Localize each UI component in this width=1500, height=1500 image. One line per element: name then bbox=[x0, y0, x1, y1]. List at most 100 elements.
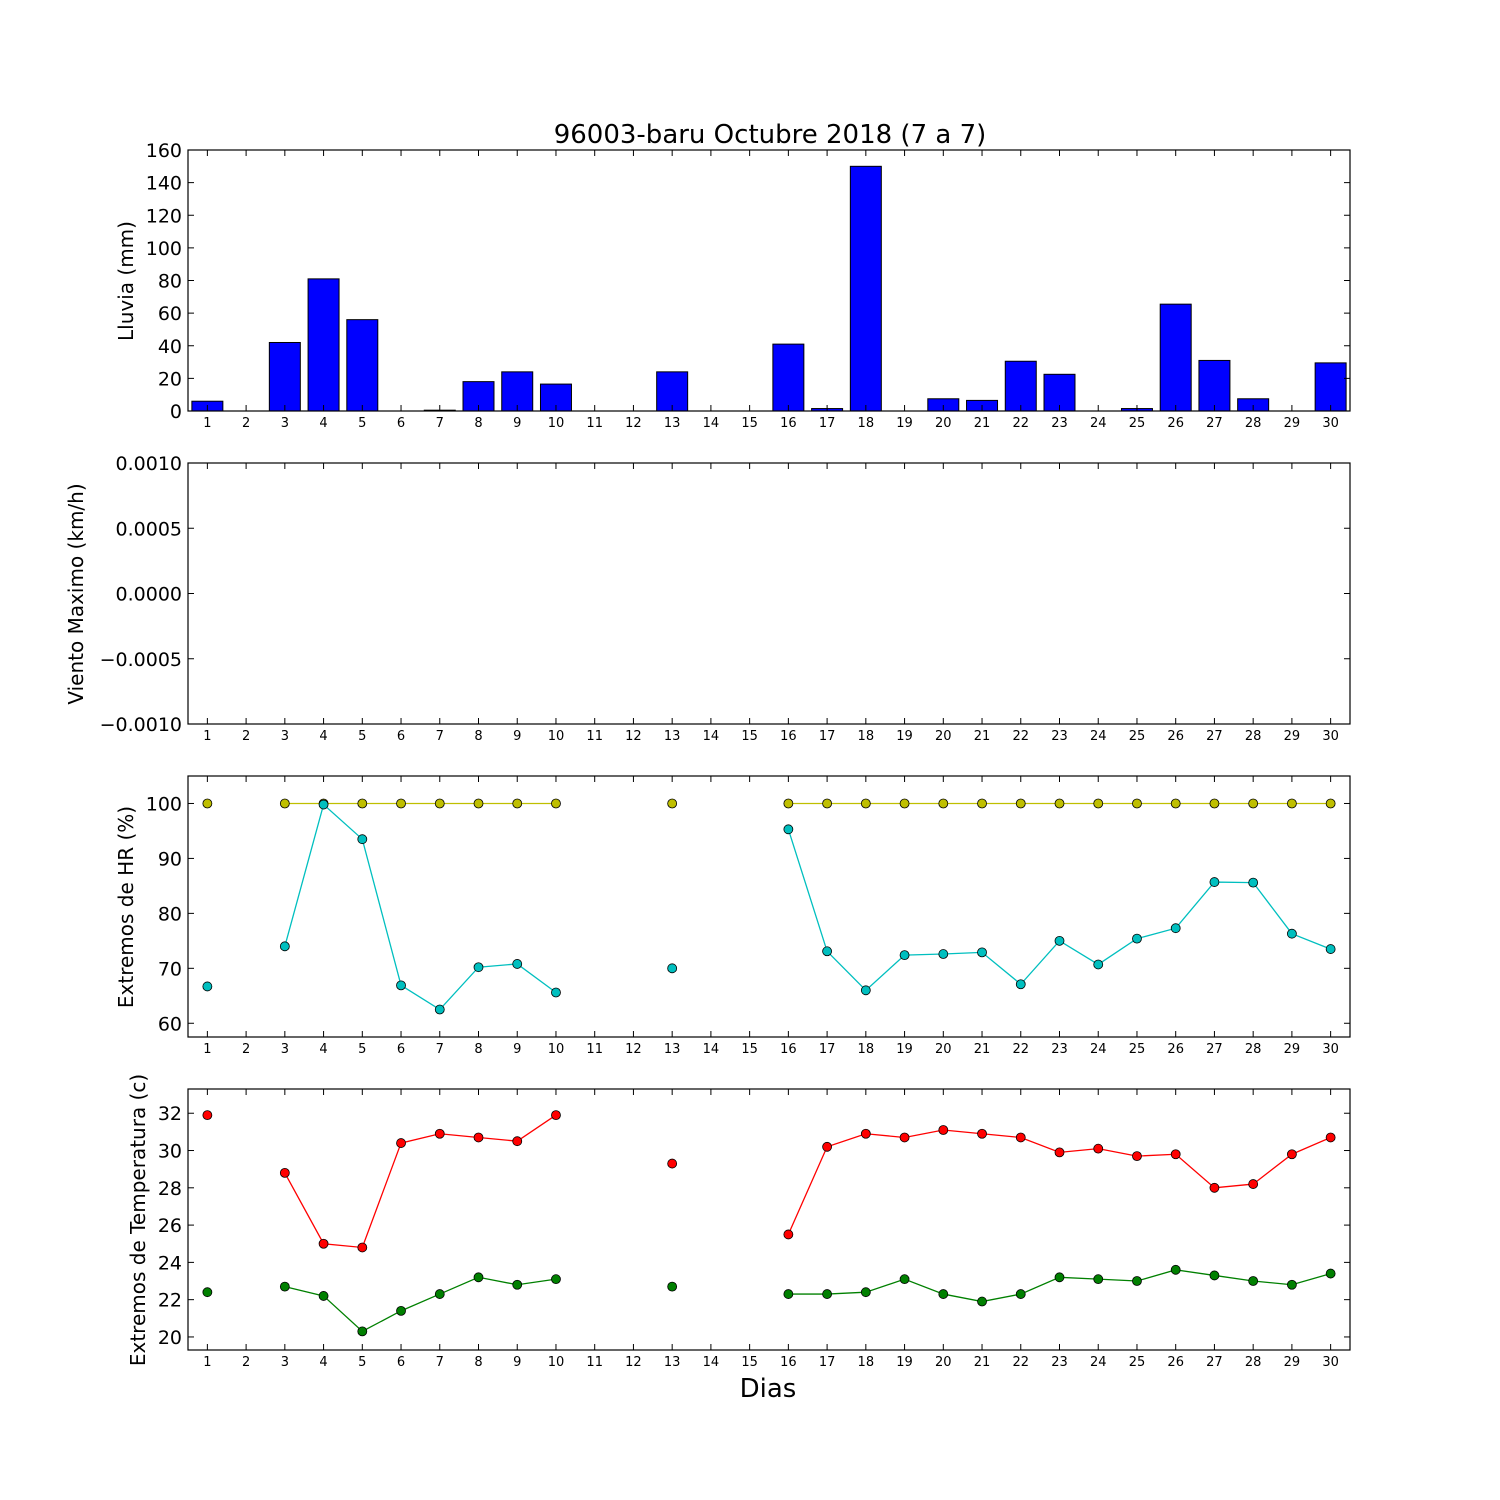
x-tick-label: 11 bbox=[586, 1355, 603, 1370]
rain-bar-day-27 bbox=[1198, 359, 1231, 412]
x-tick-label: 13 bbox=[664, 729, 681, 744]
x-tick-label: 22 bbox=[1012, 1042, 1029, 1057]
x-tick-label: 4 bbox=[319, 1355, 327, 1370]
rain-bar-day-22 bbox=[1004, 360, 1037, 412]
series-1-point-day-6 bbox=[396, 1305, 406, 1316]
series-0-point-day-28 bbox=[1248, 798, 1259, 809]
series-0-point-day-3 bbox=[279, 798, 290, 809]
series-1-point-day-28 bbox=[1248, 877, 1259, 888]
series-0-point-day-27 bbox=[1209, 798, 1220, 809]
series-1-point-day-17 bbox=[822, 1289, 832, 1299]
x-tick-label: 15 bbox=[741, 1355, 758, 1370]
x-tick-label: 15 bbox=[741, 1042, 758, 1057]
series-0-point-day-4 bbox=[318, 1238, 329, 1249]
series-1-point-day-17 bbox=[822, 946, 832, 957]
series-0-point-day-5 bbox=[357, 1242, 368, 1253]
series-0-point-day-30 bbox=[1325, 1132, 1336, 1143]
series-1-point-day-8 bbox=[473, 962, 484, 973]
x-tick-label: 29 bbox=[1284, 729, 1301, 744]
series-1-point-day-20 bbox=[938, 949, 949, 959]
y-tick-label: 30 bbox=[158, 1141, 182, 1163]
series-0-point-day-25 bbox=[1132, 1151, 1142, 1162]
rain-bar-day-30 bbox=[1314, 362, 1347, 412]
series-0-point-day-23 bbox=[1054, 1147, 1065, 1158]
series-1-point-day-10 bbox=[551, 987, 561, 998]
x-tick-label: 30 bbox=[1322, 729, 1339, 744]
rain-bar-day-5 bbox=[346, 319, 379, 412]
x-tick-label: 18 bbox=[858, 1042, 875, 1057]
series-1-point-day-22 bbox=[1015, 1289, 1026, 1299]
x-tick-label: 1 bbox=[203, 416, 211, 431]
y-axis-label: Lluvia (mm) bbox=[114, 221, 138, 341]
x-tick-label: 17 bbox=[819, 729, 836, 744]
series-1-point-day-8 bbox=[473, 1272, 484, 1283]
x-tick-label: 10 bbox=[548, 1042, 565, 1057]
x-tick-label: 28 bbox=[1245, 1355, 1262, 1370]
series-1-point-day-26 bbox=[1170, 1264, 1181, 1275]
x-tick-label: 26 bbox=[1167, 416, 1184, 431]
x-tick-label: 24 bbox=[1090, 1355, 1107, 1370]
series-1-point-day-22 bbox=[1015, 979, 1026, 990]
series-1-point-day-5 bbox=[357, 834, 368, 845]
x-tick-label: 30 bbox=[1322, 1355, 1339, 1370]
x-tick-label: 20 bbox=[935, 1355, 952, 1370]
x-tick-label: 14 bbox=[703, 416, 720, 431]
series-1-point-day-27 bbox=[1209, 877, 1220, 887]
x-tick-label: 28 bbox=[1245, 416, 1262, 431]
series-1-point-day-30 bbox=[1325, 1268, 1336, 1279]
series-1-point-day-19 bbox=[899, 1274, 910, 1285]
y-axis-label: Extremos de HR (%) bbox=[114, 806, 138, 1008]
series-1-point-day-5 bbox=[357, 1326, 368, 1337]
series-1-point-day-23 bbox=[1054, 1272, 1065, 1283]
series-0-point-day-24 bbox=[1093, 1143, 1104, 1154]
x-tick-label: 6 bbox=[397, 416, 405, 431]
y-tick-label: 32 bbox=[158, 1103, 182, 1125]
y-tick-label: 140 bbox=[146, 173, 182, 195]
x-tick-label: 14 bbox=[703, 729, 720, 744]
x-tick-label: 1 bbox=[203, 729, 211, 744]
x-tick-label: 19 bbox=[896, 729, 913, 744]
series-0-point-day-29 bbox=[1287, 798, 1297, 809]
x-tick-label: 3 bbox=[281, 729, 289, 744]
x-tick-label: 12 bbox=[625, 1042, 642, 1057]
series-0-point-day-18 bbox=[860, 1128, 871, 1139]
series-0-point-day-21 bbox=[977, 1128, 987, 1139]
series-0-point-day-26 bbox=[1170, 798, 1181, 809]
x-tick-label: 20 bbox=[935, 416, 952, 431]
series-0-point-day-29 bbox=[1287, 1149, 1297, 1160]
x-tick-label: 29 bbox=[1284, 1042, 1301, 1057]
series-1-point-day-16 bbox=[783, 824, 794, 835]
x-tick-label: 21 bbox=[974, 416, 991, 431]
y-tick-label: 28 bbox=[158, 1178, 182, 1200]
series-1-point-day-19 bbox=[899, 950, 910, 961]
x-tick-label: 21 bbox=[974, 1042, 991, 1057]
x-tick-label: 22 bbox=[1012, 416, 1029, 431]
x-tick-label: 2 bbox=[242, 416, 250, 431]
y-tick-label: 26 bbox=[158, 1215, 182, 1237]
x-tick-label: 24 bbox=[1090, 729, 1107, 744]
series-1-point-day-1 bbox=[202, 1287, 213, 1298]
series-1-point-day-23 bbox=[1054, 935, 1065, 946]
series-0-point-day-22 bbox=[1015, 798, 1026, 809]
x-tick-label: 9 bbox=[513, 1355, 521, 1370]
x-tick-label: 24 bbox=[1090, 1042, 1107, 1057]
x-tick-label: 7 bbox=[436, 416, 444, 431]
y-tick-label: 80 bbox=[158, 271, 182, 293]
x-tick-label: 19 bbox=[896, 416, 913, 431]
series-0-line bbox=[284, 1114, 557, 1249]
x-tick-label: 27 bbox=[1206, 1042, 1223, 1057]
series-1-point-day-13 bbox=[667, 963, 678, 974]
x-tick-label: 12 bbox=[625, 416, 642, 431]
x-tick-label: 29 bbox=[1284, 1355, 1301, 1370]
x-tick-label: 23 bbox=[1051, 729, 1068, 744]
series-0-point-day-10 bbox=[551, 798, 561, 809]
x-tick-label: 4 bbox=[319, 416, 327, 431]
x-tick-label: 6 bbox=[397, 1042, 405, 1057]
x-tick-label: 2 bbox=[242, 1355, 250, 1370]
x-tick-label: 3 bbox=[281, 1355, 289, 1370]
x-tick-label: 20 bbox=[935, 1042, 952, 1057]
x-tick-label: 19 bbox=[896, 1042, 913, 1057]
x-tick-label: 14 bbox=[703, 1355, 720, 1370]
